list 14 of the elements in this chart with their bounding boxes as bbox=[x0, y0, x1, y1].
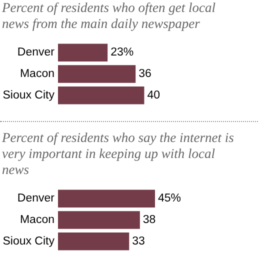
chart-title: Percent of residents who say the internet is very important in keeping up with local news bbox=[1, 130, 235, 178]
data-label: 23% bbox=[110, 46, 134, 59]
chart-title: Percent of residents who often get local news from the main daily newspaper bbox=[1, 0, 216, 32]
data-label: 36 bbox=[138, 68, 152, 80]
y-tick-label: Sioux City bbox=[2, 235, 55, 248]
data-label: 38 bbox=[142, 214, 156, 226]
y-tick-label: Macon bbox=[20, 214, 54, 226]
y-tick-label: Sioux City bbox=[2, 89, 55, 102]
data-label: 45% bbox=[158, 192, 182, 205]
data-label: 33 bbox=[132, 235, 145, 248]
data-label: 40 bbox=[147, 89, 160, 102]
y-tick-label: Denver bbox=[17, 46, 55, 59]
y-tick-label: Denver bbox=[17, 192, 55, 205]
y-tick-label: Macon bbox=[20, 68, 54, 80]
